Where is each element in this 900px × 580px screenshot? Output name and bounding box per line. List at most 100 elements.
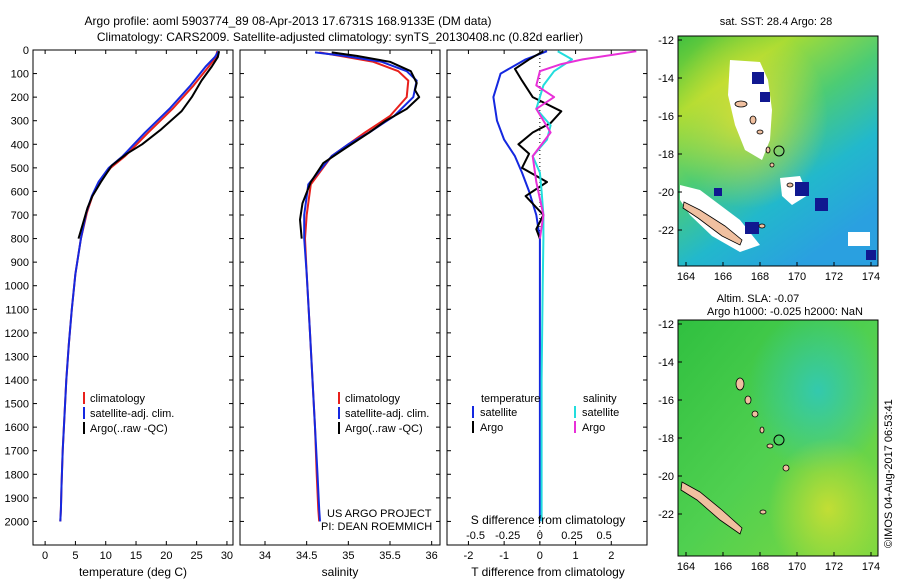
legend-label-climatology: climatology <box>90 393 146 405</box>
t-difference-axis-label: T difference from climatology <box>471 565 625 579</box>
temperature-panel <box>32 49 234 546</box>
argo-position-marker <box>773 434 785 446</box>
difference-panel <box>446 49 648 546</box>
island <box>786 182 794 188</box>
map-y-tick-label: -14 <box>658 73 674 85</box>
x-tick-label: 35 <box>342 550 354 562</box>
map-y-tick-label: -14 <box>658 357 674 369</box>
cold-cell <box>745 222 759 234</box>
sla-yellow-patch <box>678 320 878 556</box>
title-line-2: Climatology: CARS2009. Satellite-adjuste… <box>97 30 583 44</box>
series-line-argo-raw-qc <box>77 50 221 239</box>
y-tick-label: 1600 <box>5 422 29 434</box>
s-diff-tick-label: -0.25 <box>495 530 520 542</box>
series-line-satellite-adj-clim <box>303 51 418 522</box>
series-line-temperature-satellite <box>492 50 548 522</box>
island <box>759 509 767 515</box>
island <box>766 443 774 449</box>
y-tick-label: 300 <box>11 116 29 128</box>
map-x-tick-label: 174 <box>862 271 880 283</box>
y-tick-label: 1000 <box>5 281 29 293</box>
y-tick-label: 0 <box>23 45 29 57</box>
map-x-tick-label: 166 <box>714 561 732 573</box>
island <box>769 162 775 168</box>
y-tick-label: 1500 <box>5 399 29 411</box>
map-x-tick-label: 164 <box>677 561 695 573</box>
x-tick-label: 15 <box>130 550 142 562</box>
map-y-tick-label: -16 <box>658 111 674 123</box>
x-tick-label: 36 <box>426 550 438 562</box>
cold-cell <box>795 182 809 196</box>
cloud-mask <box>728 60 772 160</box>
y-tick-label: 900 <box>11 257 29 269</box>
sst-map <box>677 35 879 267</box>
legend-label-satellite: satellite-adj. clim. <box>345 408 429 420</box>
credit-stamp: ©IMOS 04-Aug-2017 06:53:41 <box>883 399 895 548</box>
legend-label-temp-argo: Argo <box>480 422 503 434</box>
s-diff-tick-label: 0.5 <box>596 530 611 542</box>
map-y-tick-label: -22 <box>658 225 674 237</box>
x-tick-label: 1 <box>573 550 579 562</box>
island-new-caledonia <box>682 201 743 246</box>
map-x-tick-label: 172 <box>825 271 843 283</box>
salinity-legend: climatology satellite-adj. clim. Argo(..… <box>338 392 429 435</box>
title-line-1: Argo profile: aoml 5903774_89 08-Apr-201… <box>85 14 492 28</box>
island <box>744 395 752 405</box>
island <box>759 426 765 434</box>
cloud-mask <box>680 185 760 252</box>
map-x-tick-label: 170 <box>788 271 806 283</box>
cold-cell <box>760 92 770 102</box>
island <box>734 100 748 108</box>
island <box>749 115 757 125</box>
y-tick-label: 700 <box>11 210 29 222</box>
island <box>756 129 764 135</box>
map-x-tick-label: 168 <box>751 561 769 573</box>
legend-label-argo: Argo(..raw -QC) <box>90 423 168 435</box>
legend-label-temp-satellite: satellite <box>480 407 517 419</box>
y-tick-label: 1100 <box>5 304 29 316</box>
x-tick-label: 25 <box>191 550 203 562</box>
map-x-tick-label: 166 <box>714 271 732 283</box>
series-line-argo-raw-qc <box>299 51 421 239</box>
legend-label-sal-satellite: satellite <box>582 407 619 419</box>
cold-cell <box>714 188 722 196</box>
y-tick-label: 1900 <box>5 493 29 505</box>
y-tick-label: 1200 <box>5 328 29 340</box>
x-tick-label: 34 <box>259 550 271 562</box>
x-tick-label: -1 <box>499 550 509 562</box>
salinity-axis-label: salinity <box>322 565 359 579</box>
sst-map-frame <box>677 35 879 267</box>
temperature-legend: climatology satellite-adj. clim. Argo(..… <box>83 392 174 435</box>
s-diff-tick-label: 0.25 <box>561 530 582 542</box>
island <box>751 410 759 418</box>
y-tick-label: 1800 <box>5 469 29 481</box>
y-tick-label: 1700 <box>5 446 29 458</box>
map-y-tick-label: -20 <box>658 471 674 483</box>
argo-position-marker <box>773 145 785 157</box>
s-diff-tick-label: 0 <box>537 530 543 542</box>
map-x-tick-label: 170 <box>788 561 806 573</box>
series-line-satellite-adj-clim <box>59 50 220 522</box>
y-tick-label: 1300 <box>5 351 29 363</box>
x-tick-label: -2 <box>464 550 474 562</box>
y-tick-label: 100 <box>11 69 29 81</box>
series-line-temperature-argo <box>513 50 563 239</box>
series-line-salinity-argo <box>531 50 637 239</box>
map-y-tick-label: -18 <box>658 433 674 445</box>
legend-title-temperature: temperature <box>481 393 540 405</box>
height-map-title: Argo h1000: -0.025 h2000: NaN <box>707 306 863 318</box>
sla-map <box>677 319 879 557</box>
series-line-salinity-satellite <box>531 50 573 522</box>
island <box>758 223 766 229</box>
s-diff-tick-label: -0.5 <box>466 530 485 542</box>
x-tick-label: 20 <box>160 550 172 562</box>
sla-map-title: Altim. SLA: -0.07 <box>717 293 800 305</box>
island-new-caledonia <box>680 481 743 535</box>
x-tick-label: 30 <box>221 550 233 562</box>
island <box>765 146 771 154</box>
sst-map-title: sat. SST: 28.4 Argo: 28 <box>720 16 833 28</box>
x-tick-label: 34.5 <box>296 550 317 562</box>
legend-label-climatology: climatology <box>345 393 401 405</box>
difference-legend: temperature salinity satellite Argo sate… <box>472 393 619 434</box>
